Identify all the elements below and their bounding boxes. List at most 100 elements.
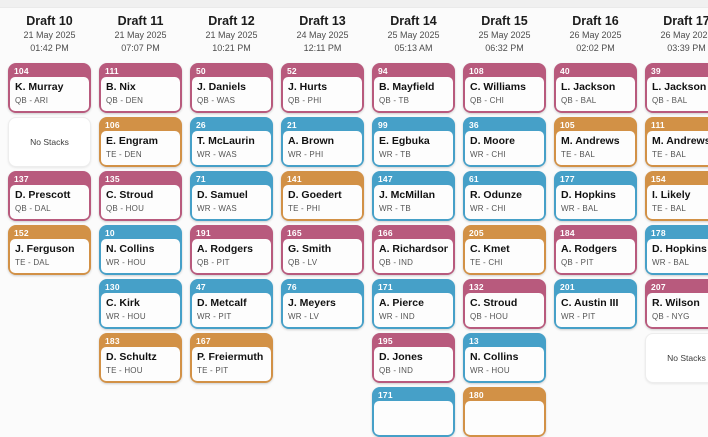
- player-card[interactable]: 135 C. Stroud QB - HOU: [99, 171, 182, 221]
- player-card[interactable]: 10 N. Collins WR - HOU: [99, 225, 182, 275]
- player-card-body: R. Wilson QB - NYG: [647, 293, 708, 327]
- player-card[interactable]: 76 J. Meyers WR - LV: [281, 279, 364, 329]
- player-name: D. Goedert: [288, 189, 342, 201]
- player-name: C. Stroud: [106, 189, 154, 201]
- player-name: D. Prescott: [15, 189, 71, 201]
- player-pick-number: 39: [651, 66, 661, 76]
- player-name: E. Engram: [106, 135, 158, 147]
- player-pick-number: 171: [378, 390, 393, 400]
- player-card-body: M. Andrews TE - BAL: [556, 131, 635, 165]
- player-name: D. Schultz: [106, 351, 157, 363]
- player-card[interactable]: 39 L. Jackson QB - BAL: [645, 63, 708, 113]
- player-position-team: QB - HOU: [470, 312, 509, 321]
- player-card[interactable]: 104 K. Murray QB - ARI: [8, 63, 91, 113]
- player-card[interactable]: 99 E. Egbuka WR - TB: [372, 117, 455, 167]
- player-card[interactable]: 21 A. Brown WR - PHI: [281, 117, 364, 167]
- player-position-team: WR - WAS: [197, 204, 237, 213]
- player-card-body: [374, 401, 453, 435]
- draft-time: 07:07 PM: [121, 42, 160, 53]
- player-card-body: A. Brown WR - PHI: [283, 131, 362, 165]
- player-card-body: J. Ferguson TE - DAL: [10, 239, 89, 273]
- player-card[interactable]: 207 R. Wilson QB - NYG: [645, 279, 708, 329]
- player-card[interactable]: 106 E. Engram TE - DEN: [99, 117, 182, 167]
- player-card[interactable]: 177 D. Hopkins WR - BAL: [554, 171, 637, 221]
- player-card-body: L. Jackson QB - BAL: [556, 77, 635, 111]
- player-card[interactable]: 201 C. Austin III WR - PIT: [554, 279, 637, 329]
- player-pick-number: 108: [469, 66, 484, 76]
- player-card-body: E. Egbuka WR - TB: [374, 131, 453, 165]
- player-card[interactable]: 71 D. Samuel WR - WAS: [190, 171, 273, 221]
- draft-card-list: 39 L. Jackson QB - BAL 111 M. Andrews TE - BA…: [645, 63, 708, 383]
- player-card-body: A. Rodgers QB - PIT: [192, 239, 271, 273]
- player-position-team: WR - IND: [379, 312, 415, 321]
- draft-time: 03:39 PM: [667, 42, 706, 53]
- player-card[interactable]: 26 T. McLaurin WR - WAS: [190, 117, 273, 167]
- player-pick-number: 207: [651, 282, 666, 292]
- player-card[interactable]: 205 C. Kmet TE - CHI: [463, 225, 546, 275]
- player-card[interactable]: 47 D. Metcalf WR - PIT: [190, 279, 273, 329]
- player-card[interactable]: 130 C. Kirk WR - HOU: [99, 279, 182, 329]
- player-card[interactable]: 191 A. Rodgers QB - PIT: [190, 225, 273, 275]
- player-position-team: TE - DEN: [106, 150, 142, 159]
- player-card-body: D. Moore WR - CHI: [465, 131, 544, 165]
- player-card[interactable]: 141 D. Goedert TE - PHI: [281, 171, 364, 221]
- player-card-body: D. Jones QB - IND: [374, 347, 453, 381]
- player-card[interactable]: 165 G. Smith QB - LV: [281, 225, 364, 275]
- player-card[interactable]: 132 C. Stroud QB - HOU: [463, 279, 546, 329]
- player-pick-number: 132: [469, 282, 484, 292]
- player-position-team: QB - LV: [288, 258, 318, 267]
- player-card[interactable]: 166 A. Richardson QB - IND: [372, 225, 455, 275]
- player-name: J. Ferguson: [15, 243, 75, 255]
- player-card[interactable]: 111 M. Andrews TE - BAL: [645, 117, 708, 167]
- player-position-team: QB - HOU: [106, 204, 145, 213]
- player-card[interactable]: 108 C. Williams QB - CHI: [463, 63, 546, 113]
- player-card[interactable]: 167 P. Freiermuth TE - PIT: [190, 333, 273, 383]
- player-card[interactable]: 154 I. Likely TE - BAL: [645, 171, 708, 221]
- player-position-team: WR - TB: [379, 204, 411, 213]
- draft-column-header: Draft 16 26 May 2025 02:02 PM: [554, 8, 637, 54]
- player-name: J. McMillan: [379, 189, 436, 201]
- player-card[interactable]: 40 L. Jackson QB - BAL: [554, 63, 637, 113]
- player-card-body: [465, 401, 544, 435]
- player-pick-number: 183: [105, 336, 120, 346]
- player-card[interactable]: 152 J. Ferguson TE - DAL: [8, 225, 91, 275]
- player-pick-number: 152: [14, 228, 29, 238]
- player-card[interactable]: 94 B. Mayfield QB - TB: [372, 63, 455, 113]
- player-card[interactable]: 183 D. Schultz TE - HOU: [99, 333, 182, 383]
- player-card[interactable]: 137 D. Prescott QB - DAL: [8, 171, 91, 221]
- player-card[interactable]: 184 A. Rodgers QB - PIT: [554, 225, 637, 275]
- player-name: N. Collins: [470, 351, 519, 363]
- draft-time: 01:42 PM: [30, 42, 69, 53]
- player-position-team: WR - HOU: [470, 366, 510, 375]
- draft-date: 25 May 2025: [478, 30, 531, 40]
- player-name: T. McLaurin: [197, 135, 255, 147]
- player-position-team: WR - CHI: [470, 204, 506, 213]
- player-card[interactable]: 195 D. Jones QB - IND: [372, 333, 455, 383]
- player-card[interactable]: 171: [372, 387, 455, 437]
- player-card[interactable]: 61 R. Odunze WR - CHI: [463, 171, 546, 221]
- player-position-team: QB - TB: [379, 96, 410, 105]
- player-card[interactable]: 36 D. Moore WR - CHI: [463, 117, 546, 167]
- player-card-body: L. Jackson QB - BAL: [647, 77, 708, 111]
- player-card[interactable]: 111 B. Nix QB - DEN: [99, 63, 182, 113]
- player-position-team: QB - DEN: [106, 96, 144, 105]
- player-card[interactable]: 50 J. Daniels QB - WAS: [190, 63, 273, 113]
- player-card[interactable]: 105 M. Andrews TE - BAL: [554, 117, 637, 167]
- player-card[interactable]: 171 A. Pierce WR - IND: [372, 279, 455, 329]
- player-card[interactable]: 147 J. McMillan WR - TB: [372, 171, 455, 221]
- player-name: N. Collins: [106, 243, 155, 255]
- player-pick-number: 40: [560, 66, 570, 76]
- player-card[interactable]: 178 D. Hopkins WR - BAL: [645, 225, 708, 275]
- draft-card-list: 108 C. Williams QB - CHI 36 D. Moore WR - CHI…: [463, 63, 546, 437]
- player-position-team: TE - HOU: [106, 366, 143, 375]
- player-pick-number: 94: [378, 66, 388, 76]
- player-card-body: R. Odunze WR - CHI: [465, 185, 544, 219]
- player-card[interactable]: 180: [463, 387, 546, 437]
- player-name: L. Jackson: [652, 81, 707, 93]
- player-card-body: J. Daniels QB - WAS: [192, 77, 271, 111]
- player-card[interactable]: 13 N. Collins WR - HOU: [463, 333, 546, 383]
- player-pick-number: 106: [105, 120, 120, 130]
- player-pick-number: 104: [14, 66, 29, 76]
- player-card[interactable]: 52 J. Hurts QB - PHI: [281, 63, 364, 113]
- player-position-team: WR - PIT: [561, 312, 596, 321]
